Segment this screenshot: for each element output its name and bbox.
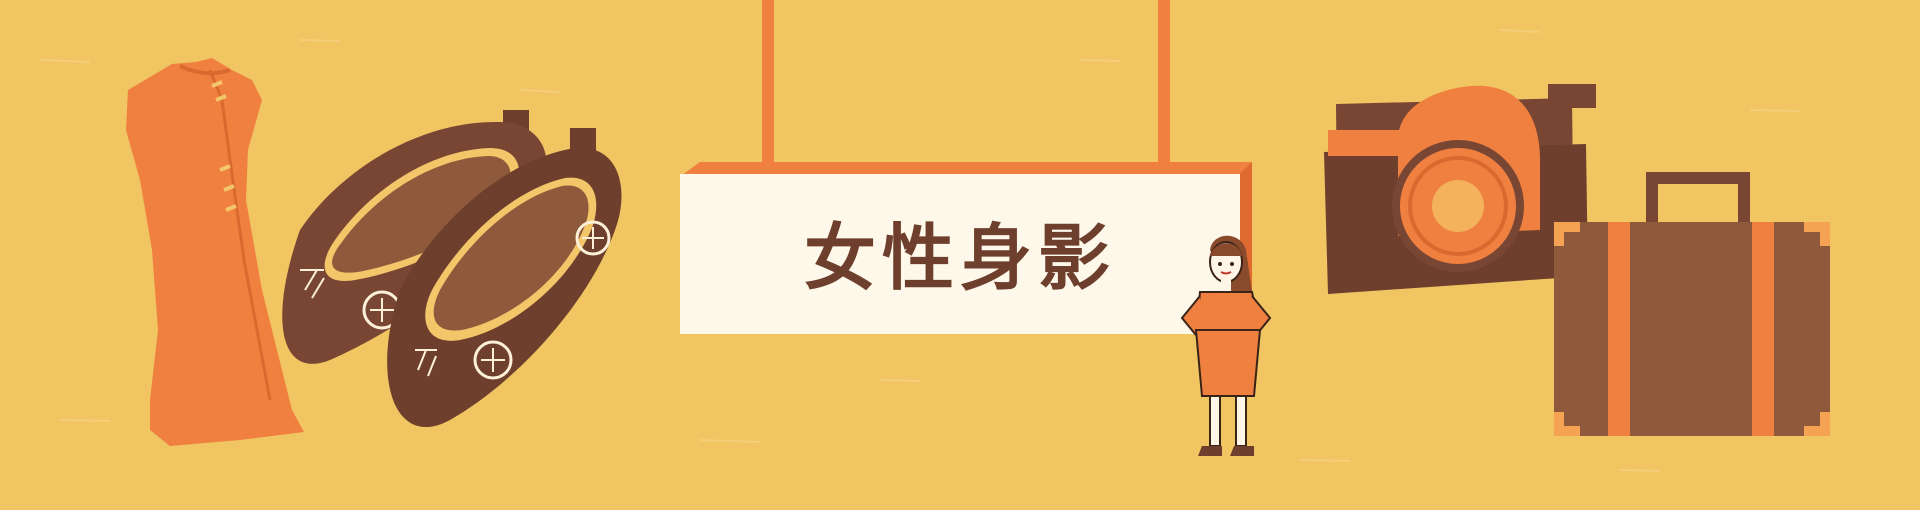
- embroidered-shoes-icon: [282, 110, 622, 428]
- banner-title: 女性身影: [803, 215, 1116, 300]
- qipao-dress-icon: [126, 58, 304, 446]
- camera-icon: [1324, 84, 1596, 294]
- suitcase-icon: [1554, 172, 1830, 436]
- woman-figure: [1180, 235, 1272, 456]
